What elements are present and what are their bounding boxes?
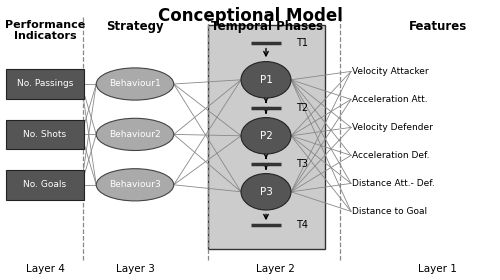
Text: Layer 4: Layer 4 — [26, 264, 64, 274]
Text: Layer 1: Layer 1 — [418, 264, 457, 274]
Text: Layer 2: Layer 2 — [256, 264, 294, 274]
Text: No. Goals: No. Goals — [24, 180, 66, 189]
Text: Velocity Defender: Velocity Defender — [352, 123, 434, 132]
Ellipse shape — [96, 68, 174, 100]
Text: Behaviour2: Behaviour2 — [109, 130, 161, 139]
Text: T4: T4 — [296, 220, 308, 230]
Ellipse shape — [241, 174, 291, 210]
Text: Strategy: Strategy — [106, 20, 164, 32]
Text: Behaviour3: Behaviour3 — [109, 180, 161, 189]
FancyBboxPatch shape — [6, 170, 84, 199]
Text: T3: T3 — [296, 159, 308, 169]
Text: T1: T1 — [296, 38, 308, 48]
Text: No. Shots: No. Shots — [24, 130, 66, 139]
Text: Velocity Attacker: Velocity Attacker — [352, 67, 429, 76]
FancyBboxPatch shape — [6, 120, 84, 149]
Text: Features: Features — [408, 20, 467, 32]
FancyBboxPatch shape — [6, 69, 84, 99]
Text: Acceleration Def.: Acceleration Def. — [352, 151, 430, 160]
Text: P1: P1 — [260, 75, 272, 85]
Text: T2: T2 — [296, 103, 308, 113]
Text: Layer 3: Layer 3 — [116, 264, 154, 274]
Ellipse shape — [241, 62, 291, 98]
Text: Distance to Goal: Distance to Goal — [352, 207, 428, 216]
Text: Conceptional Model: Conceptional Model — [158, 7, 342, 25]
Text: P3: P3 — [260, 187, 272, 197]
FancyBboxPatch shape — [208, 25, 325, 249]
Text: Temporal Phases: Temporal Phases — [212, 20, 324, 32]
Text: No. Passings: No. Passings — [17, 80, 73, 88]
Text: Performance
Indicators: Performance Indicators — [5, 20, 85, 41]
Ellipse shape — [96, 118, 174, 151]
Text: P2: P2 — [260, 131, 272, 141]
Text: Acceleration Att.: Acceleration Att. — [352, 95, 428, 104]
Ellipse shape — [241, 118, 291, 154]
Text: Distance Att.- Def.: Distance Att.- Def. — [352, 179, 435, 188]
Text: Behaviour1: Behaviour1 — [109, 80, 161, 88]
Ellipse shape — [96, 169, 174, 201]
